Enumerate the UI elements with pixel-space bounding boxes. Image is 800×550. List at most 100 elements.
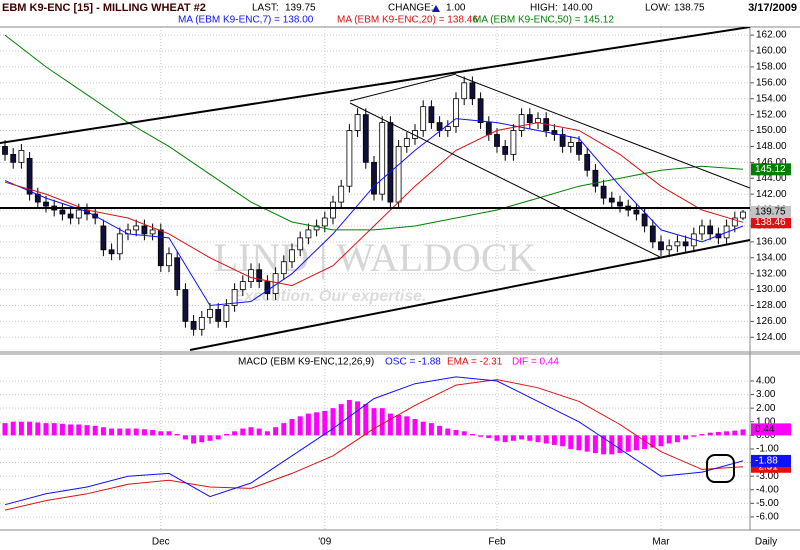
- candle-body: [403, 138, 410, 147]
- candle-body: [436, 122, 443, 131]
- y-tick-label: 162.00: [756, 30, 787, 41]
- candle-body: [551, 130, 558, 135]
- legend-entry: DIF = 0.44: [512, 357, 559, 368]
- histogram-bar: [601, 435, 607, 455]
- histogram-bar: [223, 434, 229, 436]
- candle-body: [174, 257, 181, 290]
- histogram-bar: [642, 435, 648, 449]
- histogram-bar: [420, 421, 426, 436]
- histogram-bar: [264, 431, 270, 436]
- histogram-bar: [494, 435, 500, 441]
- candle-body: [649, 225, 656, 243]
- y-tick-label: 146.00: [756, 157, 787, 168]
- histogram-bar: [338, 404, 344, 436]
- change-label: CHANGE:: [388, 3, 434, 14]
- y-tick-label: 158.00: [756, 62, 787, 73]
- candle-body: [658, 241, 664, 251]
- histogram-bar: [699, 434, 705, 436]
- candle-body: [256, 269, 263, 283]
- y-tick-label: 3.00: [756, 389, 776, 400]
- trendline: [0, 27, 750, 144]
- histogram-bar: [527, 435, 533, 441]
- histogram-bar: [363, 404, 369, 436]
- high-label: HIGH:: [530, 3, 558, 14]
- circle-annotation: [706, 454, 735, 483]
- histogram-bar: [502, 435, 508, 443]
- y-tick-label: 150.00: [756, 125, 787, 136]
- histogram-bar: [150, 429, 156, 436]
- candle-body: [576, 142, 582, 155]
- candle-body: [387, 122, 394, 203]
- histogram-bar: [68, 424, 74, 436]
- candle-body: [371, 161, 377, 195]
- candle-body: [2, 146, 8, 155]
- candle-body: [289, 249, 295, 263]
- x-tick-label: Feb: [488, 537, 506, 548]
- legend-entry: MA (EBM K9-ENC,7) = 138.00: [178, 15, 314, 26]
- candle-body: [608, 197, 615, 203]
- histogram-bar: [125, 428, 131, 436]
- candle-body: [223, 305, 230, 322]
- histogram-bar: [724, 431, 730, 436]
- candle-body: [231, 289, 238, 306]
- trendline: [189, 239, 750, 351]
- y-tick-label: 156.00: [756, 77, 787, 88]
- trendlines: [0, 27, 750, 351]
- y-tick-label: 126.00: [756, 316, 787, 327]
- panel-title: MACD (EBM K9-ENC,12,26,9): [238, 357, 374, 368]
- trendline: [349, 73, 457, 102]
- candle-body: [592, 169, 599, 187]
- histogram-bar: [469, 434, 475, 436]
- histogram-bar: [453, 429, 459, 436]
- candle-body: [215, 309, 222, 322]
- histogram-bar: [256, 428, 262, 436]
- candle-body: [264, 281, 271, 294]
- last-value-tag-box: [751, 454, 791, 467]
- histogram-bar: [330, 408, 336, 436]
- histogram-bar: [51, 423, 57, 436]
- candle-body: [133, 225, 140, 231]
- candle-body: [567, 142, 574, 147]
- x-tick-label: '09: [318, 537, 331, 548]
- histogram-bar: [576, 435, 582, 451]
- histogram-bar: [10, 421, 16, 436]
- histogram-bar: [174, 434, 180, 436]
- candle-body: [428, 106, 435, 123]
- candle-body: [526, 114, 533, 123]
- x-tick-label: Dec: [152, 537, 170, 548]
- candle-body: [682, 241, 689, 247]
- histogram-bar: [305, 413, 311, 436]
- plot: [2, 34, 746, 336]
- y-tick-label: -6.00: [756, 512, 779, 523]
- y-tick-label: 124.00: [756, 332, 787, 343]
- y-tick-label: 136.00: [756, 236, 787, 247]
- histogram-bar: [166, 431, 172, 436]
- candle-body: [166, 253, 172, 267]
- histogram-bar: [379, 408, 385, 436]
- candle-body: [330, 201, 336, 219]
- candle-body: [469, 82, 476, 100]
- candle-body: [641, 213, 648, 227]
- candle-body: [321, 217, 328, 227]
- histogram-bar: [486, 435, 492, 439]
- change-value: 1.00: [446, 3, 466, 14]
- watermark-tagline: Execution. Our expertise.: [234, 288, 427, 305]
- y-tick-label: 130.00: [756, 284, 787, 295]
- histogram-bar: [437, 425, 443, 436]
- histogram-bar: [355, 401, 361, 436]
- histogram-bar: [2, 423, 8, 436]
- candle-body: [510, 130, 517, 155]
- y-tick-label: -4.00: [756, 484, 779, 495]
- candle-body: [305, 229, 312, 239]
- candle-body: [182, 289, 189, 322]
- histogram-bar: [158, 431, 164, 436]
- candle-body: [297, 237, 304, 251]
- candle-body: [338, 185, 345, 203]
- y-tick-label: 152.00: [756, 109, 787, 120]
- candle-body: [395, 146, 402, 203]
- y-tick-label: 4.00: [756, 376, 776, 387]
- y-axis: -6.00-5.00-4.00-3.00-2.00-1.000.001.002.…: [238, 357, 791, 523]
- last-value-tag: -1.88: [755, 456, 778, 467]
- candle-body: [313, 225, 320, 231]
- low-label: LOW:: [645, 3, 670, 14]
